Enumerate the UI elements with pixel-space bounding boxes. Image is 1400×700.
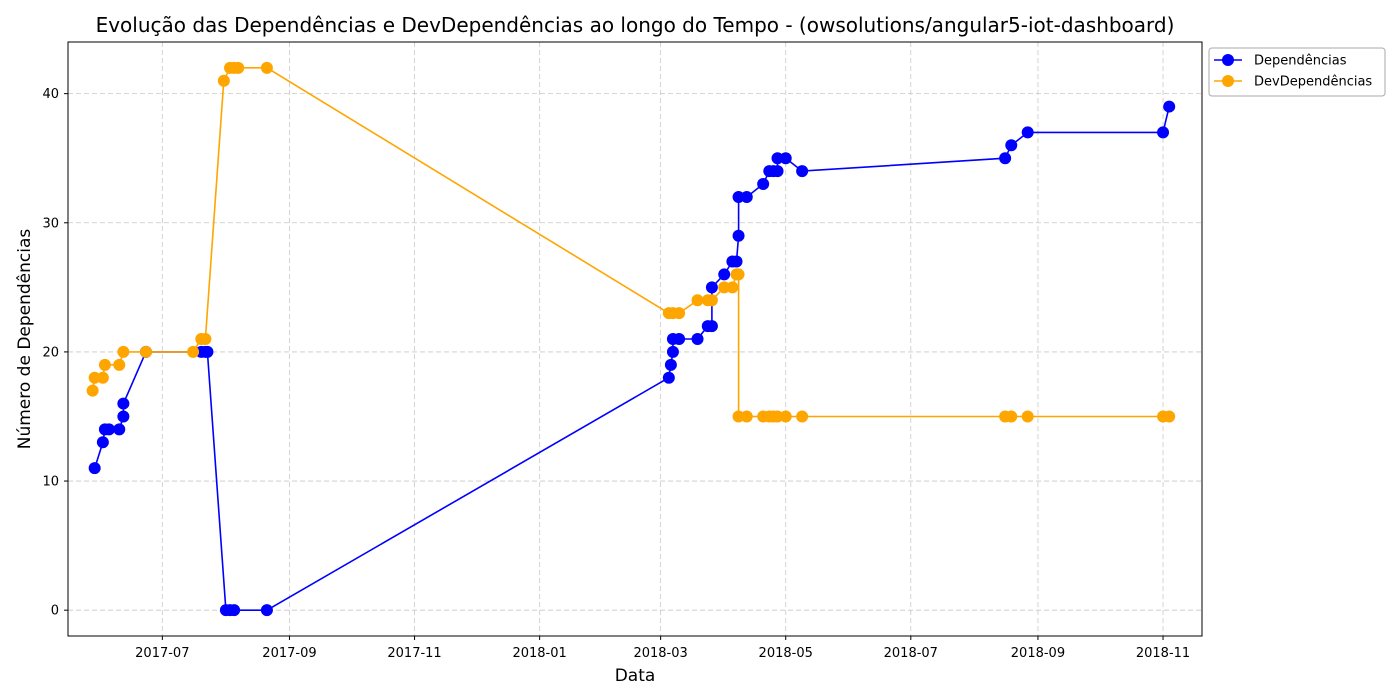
x-tick-label: 2017-07 — [135, 646, 189, 661]
y-tick-label: 0 — [51, 604, 59, 619]
data-point — [705, 294, 718, 307]
data-point — [201, 345, 214, 358]
data-point — [705, 281, 718, 294]
data-point — [1163, 100, 1176, 113]
data-point — [779, 410, 792, 423]
data-point — [228, 604, 241, 617]
data-point — [726, 281, 739, 294]
y-tick-label: 10 — [42, 475, 59, 490]
data-point — [779, 152, 792, 165]
data-point — [1163, 410, 1176, 423]
data-point — [199, 333, 212, 345]
legend-label: DevDependências — [1254, 75, 1372, 90]
series-depend-ncias — [88, 100, 1176, 617]
data-point — [796, 410, 809, 423]
data-point — [796, 165, 809, 178]
data-point — [673, 307, 686, 320]
y-tick-label: 30 — [42, 216, 59, 231]
series-group — [86, 61, 1176, 617]
data-point — [232, 61, 245, 74]
data-point — [103, 423, 116, 436]
data-point — [1021, 410, 1034, 423]
y-axis-ticks: 0 10 20 30 40 — [42, 87, 68, 619]
data-point — [771, 410, 784, 423]
data-point — [139, 345, 152, 358]
data-point — [691, 294, 704, 307]
data-point — [117, 345, 130, 358]
data-point — [771, 165, 784, 178]
data-point — [113, 358, 126, 371]
legend-label: Dependências — [1254, 54, 1347, 69]
data-point — [1157, 126, 1170, 139]
legend-box — [1208, 47, 1386, 97]
y-tick-label: 20 — [42, 345, 59, 360]
data-point — [260, 61, 273, 74]
data-point — [691, 333, 704, 345]
series-line — [91, 67, 1170, 418]
x-axis-label: Data — [615, 666, 656, 686]
data-point — [718, 268, 731, 281]
data-point — [217, 74, 230, 87]
legend-marker — [1222, 75, 1234, 87]
data-point — [999, 152, 1012, 165]
x-axis-ticks: 2017-07 2017-09 2017-11 2018-01 2018-03 2018-… — [135, 636, 1190, 661]
data-point — [740, 410, 753, 423]
series-line — [93, 106, 1170, 612]
data-point — [771, 152, 784, 165]
legend: Dependências DevDependências — [1208, 47, 1386, 97]
y-tick-label: 40 — [42, 87, 59, 102]
data-point — [732, 268, 745, 281]
x-tick-label: 2017-11 — [387, 646, 441, 661]
data-point — [732, 229, 745, 242]
data-point — [1021, 126, 1034, 139]
data-point — [96, 436, 109, 449]
data-point — [117, 410, 130, 423]
data-point — [757, 178, 770, 191]
series-devdepend-ncias — [86, 61, 1176, 423]
data-point — [1005, 410, 1018, 423]
y-axis-label: Número de Dependências — [15, 229, 35, 450]
data-point — [673, 333, 686, 345]
data-point — [88, 462, 101, 475]
data-point — [260, 604, 273, 617]
data-point — [98, 358, 111, 371]
x-tick-label: 2018-07 — [884, 646, 938, 661]
x-tick-label: 2017-09 — [262, 646, 316, 661]
data-point — [718, 281, 731, 294]
data-point — [662, 371, 675, 384]
data-point — [705, 320, 718, 333]
data-point — [88, 371, 101, 384]
x-tick-label: 2018-09 — [1011, 646, 1065, 661]
data-point — [187, 345, 200, 358]
x-tick-label: 2018-03 — [633, 646, 687, 661]
x-tick-label: 2018-01 — [512, 646, 566, 661]
data-point — [730, 255, 743, 268]
data-point — [113, 423, 126, 436]
legend-marker — [1222, 54, 1234, 66]
data-point — [117, 397, 130, 410]
data-point — [666, 345, 679, 358]
x-tick-label: 2018-11 — [1136, 646, 1190, 661]
data-point — [86, 384, 99, 397]
data-point — [96, 371, 109, 384]
data-point — [1005, 139, 1018, 152]
data-point — [732, 410, 745, 423]
data-point — [732, 190, 745, 203]
data-point — [664, 358, 677, 371]
chart-title: Evolução das Dependências e DevDependênc… — [96, 13, 1175, 37]
plot-frame — [67, 41, 1203, 637]
x-tick-label: 2018-05 — [759, 646, 813, 661]
data-point — [740, 190, 753, 203]
